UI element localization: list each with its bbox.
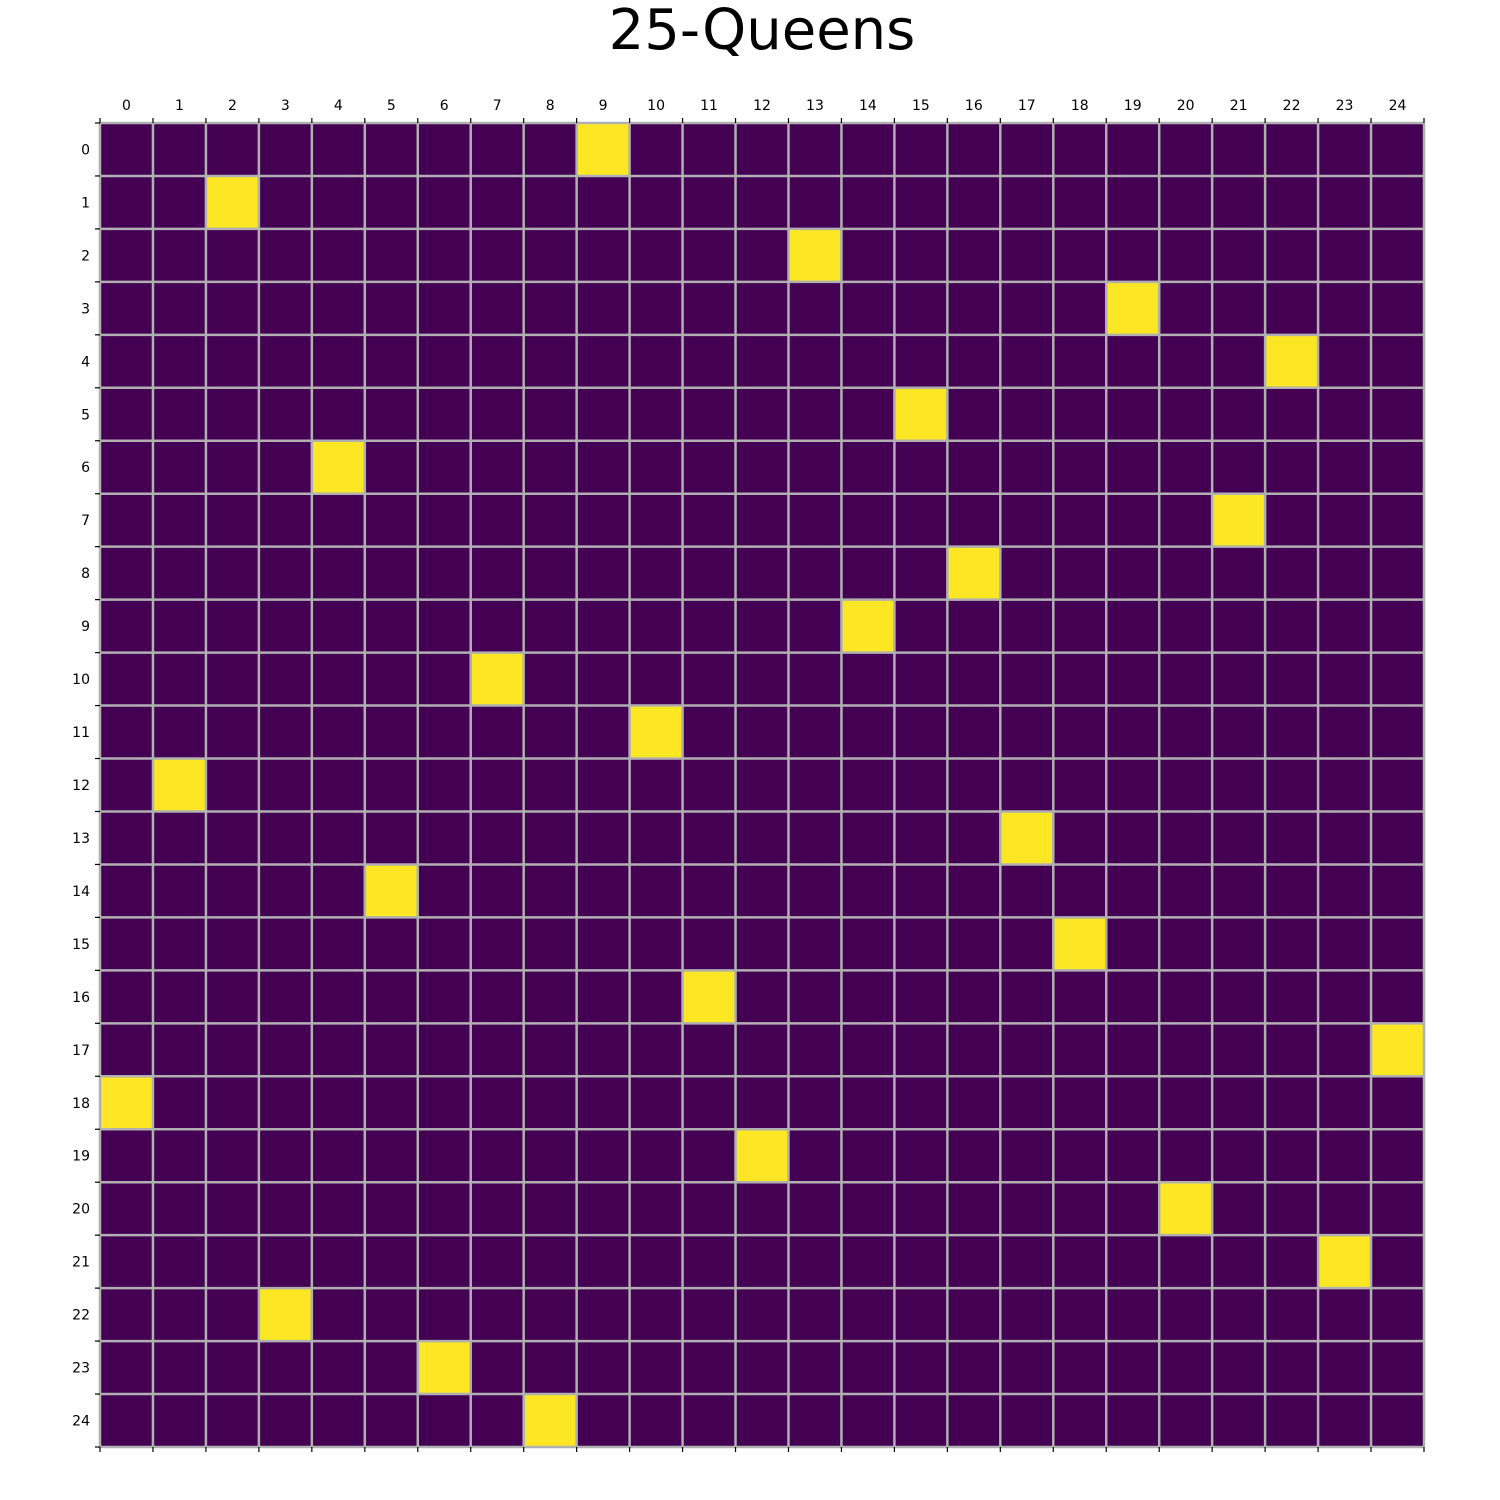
queen-cell [364,864,418,918]
y-tick-label: 7 [81,513,90,529]
y-tick-label: 20 [72,1202,90,1218]
x-tick-label: 16 [965,98,983,114]
y-tick-label: 18 [72,1096,90,1112]
queen-cell [470,652,524,706]
chart-title: 25-Queens [608,0,916,63]
queen-cell [735,1129,789,1183]
x-tick-label: 2 [228,98,237,114]
queen-cell [894,387,948,441]
y-tick-label: 6 [81,460,90,476]
queen-cell [205,175,259,229]
queen-cell [100,1076,153,1130]
queen-cell [1371,1023,1424,1077]
x-tick-label: 17 [1018,98,1036,114]
y-tick-label: 11 [72,725,90,741]
queen-cell [1000,811,1054,865]
x-tick-label: 14 [859,98,877,114]
y-tick-label: 21 [72,1255,90,1271]
y-tick-label: 3 [81,301,90,317]
y-tick-label: 19 [72,1149,90,1165]
queen-cell [841,599,895,653]
y-tick-label: 15 [72,937,90,953]
x-tick-label: 22 [1283,98,1301,114]
queen-cell [1106,281,1160,335]
y-tick-label: 23 [72,1361,90,1377]
y-tick-label: 12 [72,778,90,794]
queen-cell [258,1288,312,1342]
y-tick-label: 13 [72,831,90,847]
y-tick-label: 14 [72,884,90,900]
x-tick-label: 19 [1124,98,1142,114]
x-tick-label: 13 [806,98,824,114]
x-tick-label: 23 [1336,98,1354,114]
queen-cell [152,758,206,812]
x-tick-label: 11 [700,98,718,114]
x-tick-label: 12 [753,98,771,114]
x-tick-label: 6 [440,98,449,114]
y-tick-label: 5 [81,407,90,423]
y-tick-label: 22 [72,1308,90,1324]
queen-cell [682,970,736,1024]
queen-cell [1318,1235,1372,1289]
x-tick-label: 7 [493,98,502,114]
x-tick-label: 10 [647,98,665,114]
x-tick-label: 18 [1071,98,1089,114]
y-tick-label: 0 [81,142,90,158]
queen-cell [947,546,1001,600]
queen-cell [576,123,630,176]
x-tick-label: 24 [1389,98,1407,114]
x-tick-label: 4 [334,98,343,114]
queen-cell [311,440,365,494]
y-tick-label: 24 [72,1414,90,1430]
queen-cell [523,1394,577,1447]
x-tick-label: 15 [912,98,930,114]
x-tick-label: 21 [1230,98,1248,114]
x-tick-label: 5 [387,98,396,114]
y-tick-label: 16 [72,990,90,1006]
queen-cell [1053,917,1107,971]
queen-cell [788,228,842,282]
queen-cell [1212,493,1266,547]
y-tick-label: 2 [81,248,90,264]
queen-cell [1159,1182,1213,1236]
queen-cell [629,705,683,759]
x-tick-label: 9 [599,98,608,114]
queen-cell [417,1341,471,1395]
y-tick-label: 8 [81,566,90,582]
y-tick-label: 17 [72,1043,90,1059]
queen-cell [1265,334,1319,388]
y-tick-label: 1 [81,195,90,211]
x-tick-label: 0 [122,98,131,114]
y-tick-label: 4 [81,354,90,370]
x-tick-label: 20 [1177,98,1195,114]
y-tick-label: 10 [72,672,90,688]
board-background [100,123,1424,1447]
x-tick-label: 1 [175,98,184,114]
y-tick-label: 9 [81,619,90,635]
x-tick-label: 3 [281,98,290,114]
x-tick-label: 8 [546,98,555,114]
